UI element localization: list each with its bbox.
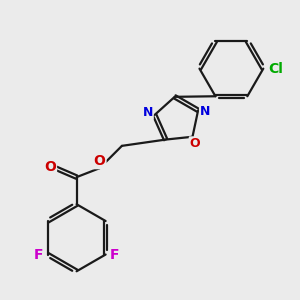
Text: Cl: Cl <box>268 61 283 76</box>
Text: O: O <box>94 154 106 168</box>
Text: N: N <box>142 106 153 119</box>
Text: F: F <box>34 248 43 262</box>
Text: O: O <box>190 137 200 150</box>
Text: N: N <box>200 105 210 119</box>
Text: O: O <box>44 160 56 174</box>
Text: F: F <box>110 248 119 262</box>
